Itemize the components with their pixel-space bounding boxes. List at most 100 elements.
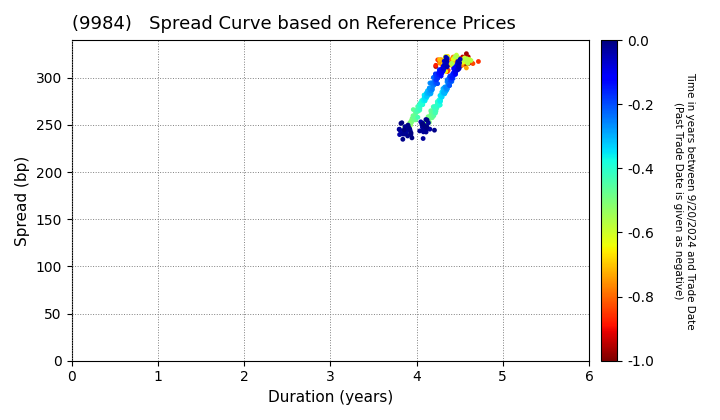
Point xyxy=(423,90,434,97)
Point xyxy=(453,64,464,71)
Point xyxy=(423,89,435,96)
Point xyxy=(428,108,439,115)
Point xyxy=(439,84,451,91)
Point xyxy=(464,56,475,63)
Point xyxy=(431,100,443,106)
Point xyxy=(412,106,423,113)
Point xyxy=(436,73,447,79)
Text: (9984)   Spread Curve based on Reference Prices: (9984) Spread Curve based on Reference P… xyxy=(72,15,516,33)
Point xyxy=(404,119,415,126)
Point xyxy=(438,64,449,71)
Point xyxy=(426,87,438,94)
Point xyxy=(449,61,461,68)
Point xyxy=(452,63,464,70)
Point xyxy=(448,62,459,69)
Point xyxy=(405,119,417,126)
Point xyxy=(454,61,466,68)
Point xyxy=(417,124,428,131)
Point xyxy=(447,71,459,78)
Point xyxy=(434,92,446,99)
Point xyxy=(449,53,461,60)
Point xyxy=(425,91,436,97)
Point xyxy=(419,97,431,104)
Point xyxy=(449,60,460,66)
Point xyxy=(446,56,458,63)
Point xyxy=(434,92,446,99)
Point xyxy=(446,78,458,85)
Point xyxy=(417,101,428,108)
Point xyxy=(425,87,436,94)
Point xyxy=(454,65,465,71)
Point xyxy=(397,131,408,137)
Point xyxy=(419,119,431,126)
Point xyxy=(444,79,455,86)
Point xyxy=(428,109,440,116)
Point xyxy=(451,63,462,69)
Point xyxy=(402,133,413,139)
Point xyxy=(427,83,438,89)
Point xyxy=(438,61,449,68)
Point xyxy=(455,56,467,63)
Point xyxy=(454,56,466,63)
Point xyxy=(395,120,407,127)
Point xyxy=(423,119,434,126)
Point xyxy=(453,66,464,72)
Point xyxy=(419,98,431,105)
Point xyxy=(435,70,446,76)
Point xyxy=(422,91,433,97)
Point xyxy=(397,136,408,143)
Point xyxy=(449,64,461,71)
Point xyxy=(431,74,442,81)
Point xyxy=(429,79,441,85)
Point xyxy=(448,66,459,72)
Point xyxy=(417,120,428,126)
Point xyxy=(462,60,473,66)
Point xyxy=(443,81,454,88)
Point xyxy=(436,61,448,68)
Point xyxy=(438,66,449,72)
Point xyxy=(432,75,444,81)
Point xyxy=(431,77,442,84)
Point xyxy=(441,83,453,89)
Point xyxy=(451,68,462,75)
Point xyxy=(460,61,472,68)
Point xyxy=(428,104,440,111)
Point xyxy=(410,110,421,117)
Point xyxy=(422,113,433,120)
Point xyxy=(441,87,452,93)
Point xyxy=(394,126,405,133)
Point xyxy=(394,131,405,138)
Point xyxy=(419,121,431,128)
Point xyxy=(448,69,459,76)
Point xyxy=(452,62,464,69)
Point xyxy=(428,110,439,116)
Point xyxy=(438,64,450,71)
Point xyxy=(400,126,411,132)
Point xyxy=(447,54,459,60)
Point xyxy=(421,123,433,130)
Point xyxy=(431,75,443,82)
Point xyxy=(441,57,452,64)
Point xyxy=(412,108,423,114)
Point xyxy=(450,55,462,61)
Point xyxy=(433,72,444,79)
Point xyxy=(407,116,418,123)
Point xyxy=(427,111,438,118)
Point xyxy=(440,89,451,95)
Point xyxy=(444,81,455,88)
Point xyxy=(454,59,465,66)
Point xyxy=(401,129,413,136)
Point xyxy=(453,58,464,65)
Point xyxy=(457,54,469,60)
Point xyxy=(447,60,459,66)
Point xyxy=(456,59,468,66)
Point xyxy=(406,116,418,122)
Point xyxy=(448,63,459,69)
Point xyxy=(425,108,436,114)
Point xyxy=(415,118,426,125)
Point xyxy=(424,86,436,93)
Point xyxy=(445,77,456,84)
Point xyxy=(459,57,470,63)
Point xyxy=(448,54,459,60)
Point xyxy=(444,82,456,89)
